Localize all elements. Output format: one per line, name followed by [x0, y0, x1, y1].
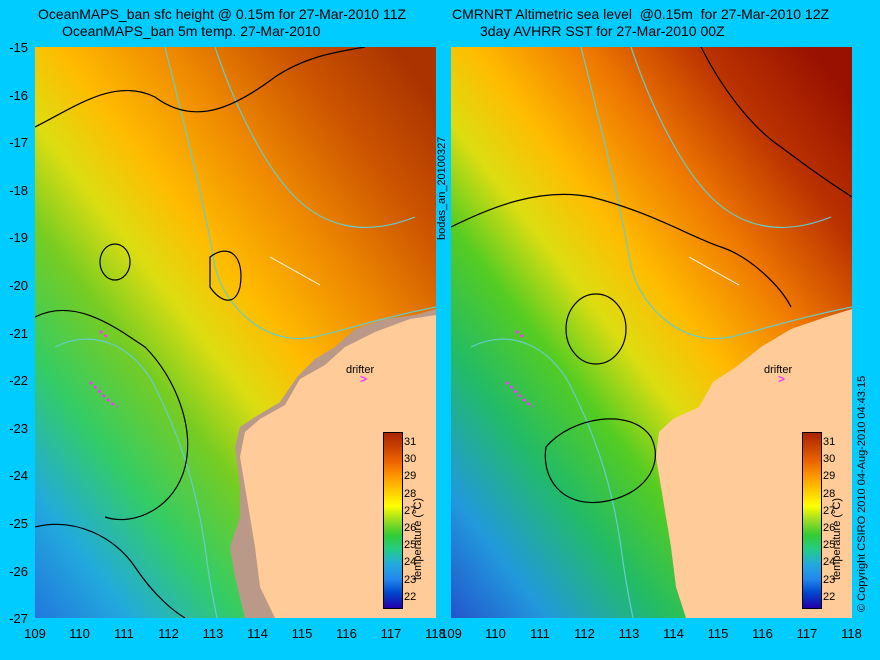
drifter-track	[89, 330, 118, 409]
x-tick-label: 117	[796, 626, 818, 641]
colorbar-tick-label: 22	[404, 590, 417, 603]
colorbar-tick-label: 27	[404, 504, 417, 517]
colorbar-tick-label: 31	[823, 436, 836, 448]
x-tick-label: 114	[663, 626, 684, 641]
colorbar-tick-label: 29	[823, 470, 836, 483]
colorbar-right	[802, 432, 822, 609]
colorbar-tick-label: 30	[404, 453, 417, 466]
colorbar-tick-label: 28	[404, 487, 417, 500]
isobath-line	[214, 47, 416, 228]
x-tick-label: 111	[114, 626, 134, 641]
left-title-line2: OceanMAPS_ban 5m temp. 27-Mar-2010	[62, 23, 321, 39]
y-tick-label: -23	[9, 420, 28, 436]
sea-level-contour	[35, 47, 366, 128]
sea-level-contour	[565, 293, 627, 365]
drifter-marker-left: >	[360, 372, 368, 386]
colorbar-tick-label: 24	[823, 556, 836, 569]
x-tick-label: 115	[707, 626, 729, 641]
sea-level-contour	[209, 250, 242, 301]
colorbar-tick-label: 28	[823, 487, 836, 500]
x-tick-label: 109	[24, 626, 46, 641]
section-line	[688, 256, 740, 286]
drifter-marker-right: >	[778, 372, 786, 386]
y-tick-label: -27	[9, 611, 28, 627]
sea-level-contour	[35, 309, 189, 521]
section-line	[269, 256, 321, 286]
x-tick-label: 116	[336, 626, 357, 641]
colorbar-tick-label: 22	[823, 590, 836, 603]
x-tick-label: 113	[202, 626, 224, 641]
x-tick-label: 117	[380, 626, 402, 641]
x-tick-label: 110	[69, 626, 90, 641]
x-tick-label: 114	[247, 626, 268, 641]
colorbar-tick-label: 26	[404, 522, 417, 534]
colorbar-tick-label: 24	[404, 556, 417, 569]
left-title-line1: OceanMAPS_ban sfc height @ 0.15m for 27-…	[38, 6, 407, 22]
y-tick-label: -16	[9, 87, 28, 103]
isobath-line	[54, 338, 218, 618]
colorbar-tick-label: 26	[823, 522, 836, 534]
colorbar-tick-label: 30	[823, 453, 836, 466]
colorbar-tick-label: 25	[404, 539, 417, 552]
colorbar-tick-label: 23	[823, 573, 836, 586]
colorbar-tick-label: 27	[823, 504, 836, 517]
right-map-panel[interactable]	[451, 47, 852, 618]
x-tick-label: 110	[485, 626, 506, 641]
y-tick-label: -19	[9, 230, 28, 246]
colorbar-left-title: temperature (°C)	[412, 497, 424, 580]
y-tick-label: -18	[9, 182, 28, 198]
y-tick-label: -15	[9, 40, 28, 55]
y-tick-label: -20	[9, 278, 28, 293]
x-tick-label: 109	[440, 626, 462, 641]
y-tick-label: -26	[9, 563, 28, 579]
x-tick-label: 111	[530, 626, 550, 641]
sea-level-contour	[451, 193, 792, 308]
y-tick-label: -25	[9, 516, 28, 531]
isobath-line	[164, 47, 436, 340]
x-tick-label: 112	[158, 626, 179, 641]
colorbar-tick-label: 25	[823, 539, 836, 552]
x-tick-label: 113	[618, 626, 640, 641]
colorbar-tick-label: 29	[404, 470, 417, 483]
sea-level-contour	[35, 523, 186, 618]
x-tick-label: 112	[574, 626, 595, 641]
drifter-track	[505, 330, 534, 409]
isobath-line	[470, 338, 634, 618]
right-title-line2: 3day AVHRR SST for 27-Mar-2010 00Z	[480, 23, 725, 39]
y-tick-label: -24	[9, 468, 28, 484]
colorbar-right-title: temperature (°C)	[831, 497, 843, 580]
y-tick-label: -21	[9, 325, 28, 341]
colorbar-left	[383, 432, 403, 609]
isobath-line	[630, 47, 832, 228]
colorbar-tick-label: 23	[404, 573, 417, 586]
sea-level-contour	[700, 47, 852, 198]
x-tick-label: 115	[291, 626, 313, 641]
copyright-label: © Copyright CSIRO 2010 04-Aug-2010 04:43…	[856, 375, 868, 612]
colorbar-tick-label: 31	[404, 436, 417, 448]
sea-level-contour	[544, 418, 656, 504]
right-title-line1: CMRNRT Altimetric sea level @0.15m for 2…	[452, 6, 830, 22]
run-id-label: bodas_an_20100327	[436, 136, 448, 240]
y-tick-label: -22	[9, 373, 28, 389]
x-tick-label: 118	[425, 626, 446, 641]
left-map-panel[interactable]	[35, 47, 436, 618]
x-tick-label: 116	[752, 626, 773, 641]
isobath-line	[580, 47, 852, 340]
drifter-label-left: drifter	[346, 364, 375, 376]
sea-level-contour	[99, 243, 131, 281]
drifter-label-right: drifter	[764, 364, 793, 376]
x-tick-label: 118	[841, 626, 862, 641]
y-tick-label: -17	[9, 135, 28, 151]
